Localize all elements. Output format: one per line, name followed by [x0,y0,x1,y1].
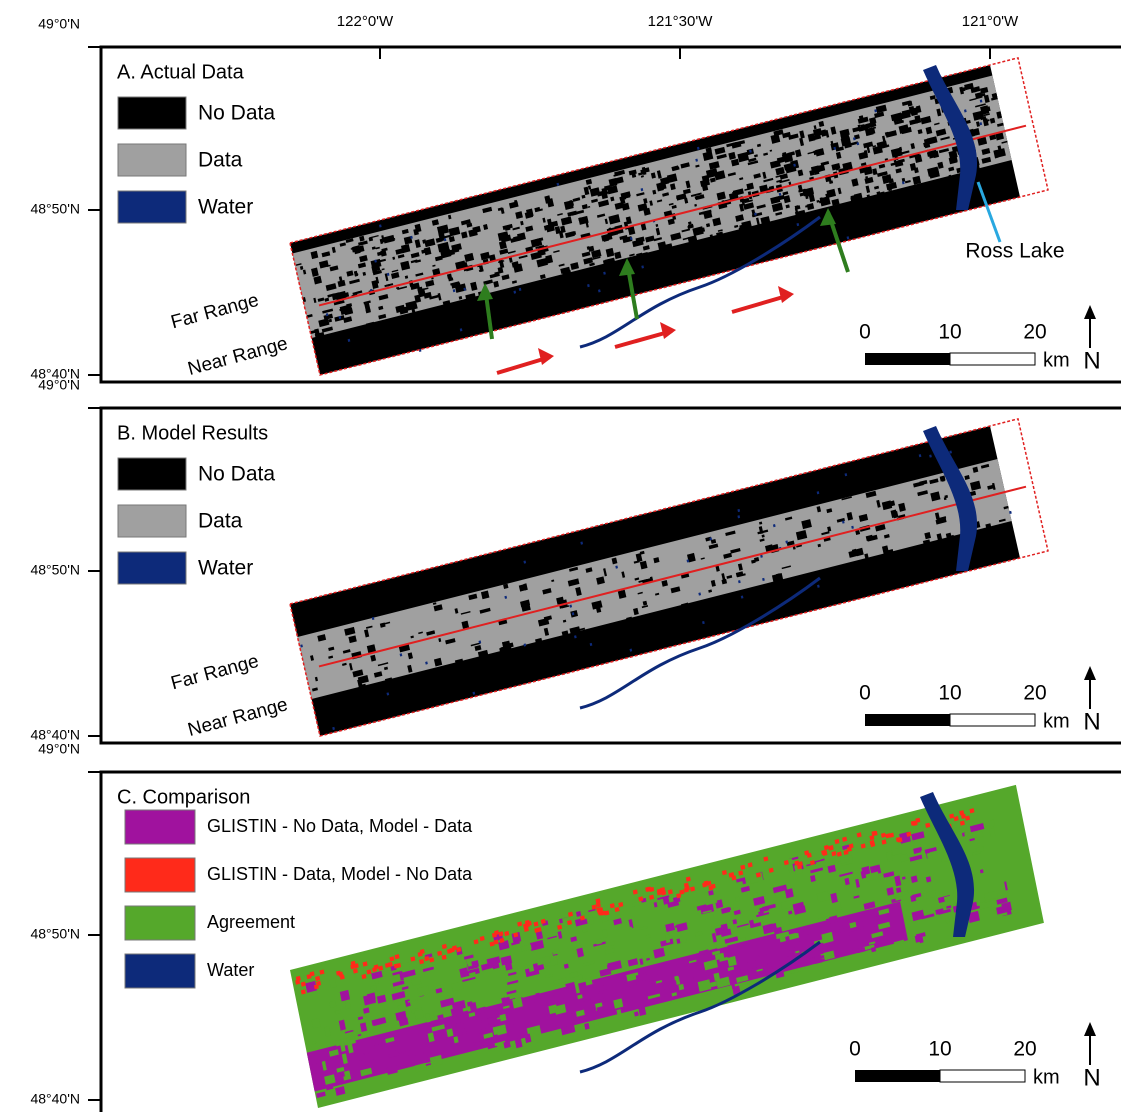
latitude-label: 49°0'N [38,16,80,32]
latitude-label: 48°50'N [30,562,80,578]
legend-swatch [118,458,186,490]
scale-label: 10 [938,321,961,344]
scale-unit: km [1033,1066,1060,1088]
panel-title: A. Actual Data [117,61,245,83]
legend-label: Data [198,510,243,533]
legend-swatch [125,810,195,844]
latitude-label: 49°0'N [38,377,80,393]
longitude-label: 121°0'W [962,13,1019,30]
legend-swatch [118,97,186,129]
range-label: Near Range [186,333,290,380]
legend-swatch [125,906,195,940]
legend-label: No Data [198,102,275,125]
legend-label: Agreement [207,912,295,932]
legend-label: Water [198,557,253,580]
range-label: Far Range [169,290,261,334]
legend-swatch [118,191,186,223]
arrow-head [538,348,554,365]
north-arrow-head [1084,666,1096,680]
north-label: N [1083,347,1100,374]
panel-title: B. Model Results [117,422,268,444]
legend-label: No Data [198,463,275,486]
legend-label: Water [198,196,253,219]
legend-swatch [118,505,186,537]
scale-unit: km [1043,349,1070,371]
range-label: Near Range [186,694,290,741]
scale-bar-white [940,1070,1025,1082]
scale-bar-white [950,353,1035,365]
map-panel: 49°0'N48°50'N48°40'NFar RangeNear RangeA… [30,16,1121,382]
map-panel: 49°0'N 48°50'N 48°40'N C. Comparison GLISTIN… [30,741,1121,1112]
range-label: Far Range [169,651,261,695]
legend-swatch [118,552,186,584]
scale-bar-black [865,353,950,365]
scale-label: 0 [859,682,871,705]
legend-label: GLISTIN - Data, Model - No Data [207,864,473,884]
latitude-label: 48°40'N [30,1091,80,1107]
scale-label: 20 [1023,321,1046,344]
scale-bar-black [855,1070,940,1082]
arrow-head [778,286,794,303]
latitude-label: 48°50'N [30,201,80,217]
legend-swatch [125,858,195,892]
scale-label: 10 [928,1038,951,1061]
scale-bar-white [950,714,1035,726]
latitude-label: 48°50'N [30,926,80,942]
map-panel: 49°0'N48°50'N48°40'NFar RangeNear RangeB… [30,377,1121,743]
scale-label: 0 [859,321,871,344]
scale-unit: km [1043,710,1070,732]
longitude-label: 121°30'W [648,13,714,30]
latitude-label: 49°0'N [38,741,80,757]
north-arrow-head [1084,305,1096,319]
panel-title: C. Comparison [117,786,250,808]
legend-swatch [118,144,186,176]
annotation: Ross Lake [965,240,1064,263]
scale-bar-black [865,714,950,726]
legend-label: Water [207,960,254,980]
legend-swatch [125,954,195,988]
scale-label: 10 [938,682,961,705]
arrow-head [660,322,676,339]
north-arrow-head [1084,1022,1096,1036]
figure: 122°0'W 121°30'W 121°0'W 49°0'N 48°50'N 48°40… [0,0,1121,1112]
longitude-label: 122°0'W [337,13,394,30]
north-label: N [1083,1064,1100,1091]
legend-label: GLISTIN - No Data, Model - Data [207,816,473,836]
north-label: N [1083,708,1100,735]
scale-label: 0 [849,1038,861,1061]
scale-label: 20 [1023,682,1046,705]
legend-label: Data [198,149,243,172]
scale-label: 20 [1013,1038,1036,1061]
